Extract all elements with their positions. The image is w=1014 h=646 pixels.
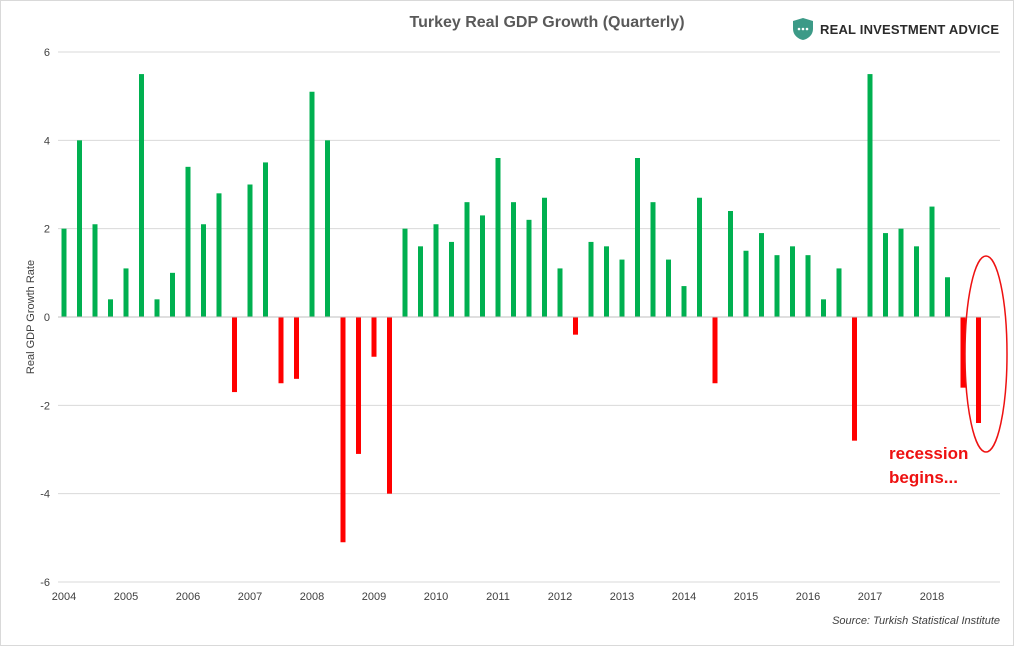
y-tick-label: 6 — [44, 47, 50, 59]
x-tick-label: 2013 — [610, 591, 634, 603]
y-tick-label: 4 — [44, 135, 50, 147]
y-tick-label: -4 — [40, 489, 50, 501]
bar-2015-q4 — [790, 246, 795, 317]
logo-text: REAL INVESTMENT ADVICE — [820, 21, 1000, 37]
bar-2014-q3 — [712, 317, 718, 384]
bar-2009-q3 — [402, 228, 408, 317]
bar-series — [61, 74, 981, 543]
bar-2017-q1 — [867, 74, 873, 317]
bar-2007-q1 — [247, 184, 253, 317]
bar-2017-q2 — [883, 233, 888, 317]
bar-2016-q3 — [836, 268, 842, 317]
bar-2016-q1 — [805, 255, 811, 317]
bar-2008-q1 — [309, 91, 315, 317]
bar-2007-q2 — [263, 162, 268, 317]
bar-2005-q2 — [139, 74, 144, 317]
bar-2008-q3 — [340, 317, 346, 543]
y-tick-label: -2 — [40, 400, 50, 412]
bar-2009-q2 — [387, 317, 392, 494]
bar-2006-q3 — [216, 193, 222, 317]
bar-2009-q1 — [371, 317, 377, 357]
bar-2005-q1 — [123, 268, 129, 317]
source-note: Source: Turkish Statistical Institute — [832, 615, 1000, 627]
bar-2016-q2 — [821, 299, 826, 317]
annotation-line-2: begins... — [889, 468, 958, 487]
y-tick-label: 2 — [44, 224, 50, 236]
annotation-line-1: recession — [889, 444, 969, 463]
x-tick-label: 2015 — [734, 591, 758, 603]
x-tick-label: 2006 — [176, 591, 200, 603]
bar-2010-q4 — [480, 215, 485, 317]
x-tick-label: 2017 — [858, 591, 882, 603]
bar-2013-q4 — [666, 259, 671, 317]
bar-2018-q1 — [929, 206, 935, 317]
bar-2006-q2 — [201, 224, 206, 317]
bar-2006-q1 — [185, 166, 191, 317]
bar-2013-q1 — [619, 259, 625, 317]
bar-2008-q2 — [325, 140, 330, 317]
bar-2012-q3 — [588, 241, 594, 317]
bar-2010-q3 — [464, 202, 470, 317]
recession-highlight-ellipse — [964, 255, 1008, 453]
bar-2011-q2 — [511, 202, 516, 317]
bar-2015-q1 — [743, 250, 749, 317]
bar-2004-q3 — [92, 224, 98, 317]
x-tick-label: 2016 — [796, 591, 820, 603]
bar-2015-q3 — [774, 255, 780, 317]
x-tick-label: 2018 — [920, 591, 944, 603]
x-tick-label: 2010 — [424, 591, 448, 603]
bar-2014-q1 — [681, 286, 687, 317]
x-tick-label: 2004 — [52, 591, 76, 603]
bar-2007-q3 — [278, 317, 284, 384]
bar-2016-q4 — [852, 317, 857, 441]
y-axis-ticks: 6 4 2 0 -2 -4 -6 — [40, 47, 50, 589]
x-tick-label: 2008 — [300, 591, 324, 603]
x-tick-label: 2012 — [548, 591, 572, 603]
x-axis-ticks: 2004 2005 2006 2007 2008 2009 2010 2011 2012 2013… — [52, 591, 944, 603]
bar-2012-q4 — [604, 246, 609, 317]
bar-2005-q4 — [170, 272, 175, 317]
bar-2017-q3 — [898, 228, 904, 317]
bar-2006-q4 — [232, 317, 237, 393]
logo: REAL INVESTMENT ADVICE — [792, 16, 999, 42]
x-tick-label: 2005 — [114, 591, 138, 603]
y-axis-label: Real GDP Growth Rate — [25, 260, 37, 374]
bar-2018-q2 — [945, 277, 950, 317]
bar-2010-q2 — [449, 241, 454, 317]
bar-2011-q3 — [526, 219, 532, 317]
bar-2017-q4 — [914, 246, 919, 317]
x-tick-label: 2014 — [672, 591, 696, 603]
bar-2010-q1 — [433, 224, 439, 317]
bar-2011-q1 — [495, 158, 501, 317]
bar-2015-q2 — [759, 233, 764, 317]
bar-2014-q2 — [697, 197, 702, 317]
bar-2005-q3 — [154, 299, 160, 317]
bar-2013-q3 — [650, 202, 656, 317]
chart-title: Turkey Real GDP Growth (Quarterly) — [409, 14, 685, 31]
bar-2018-q3 — [960, 317, 966, 388]
bar-2004-q1 — [61, 228, 67, 317]
bar-2004-q2 — [77, 140, 82, 317]
bar-2009-q4 — [418, 246, 423, 317]
bar-2004-q4 — [108, 299, 113, 317]
bar-2012-q2 — [573, 317, 578, 335]
bar-2011-q4 — [542, 197, 547, 317]
x-tick-label: 2009 — [362, 591, 386, 603]
bar-2012-q1 — [557, 268, 563, 317]
bar-2018-q4 — [976, 317, 981, 423]
bar-2008-q4 — [356, 317, 361, 454]
y-tick-label: 0 — [44, 312, 50, 324]
bar-2007-q4 — [294, 317, 299, 379]
y-tick-label: -6 — [40, 577, 50, 589]
x-tick-label: 2011 — [486, 591, 510, 603]
bar-2014-q4 — [728, 211, 733, 317]
bar-2013-q2 — [635, 158, 640, 317]
x-tick-label: 2007 — [238, 591, 262, 603]
shield-icon — [793, 18, 813, 40]
recession-annotation: recession begins... — [889, 442, 968, 490]
